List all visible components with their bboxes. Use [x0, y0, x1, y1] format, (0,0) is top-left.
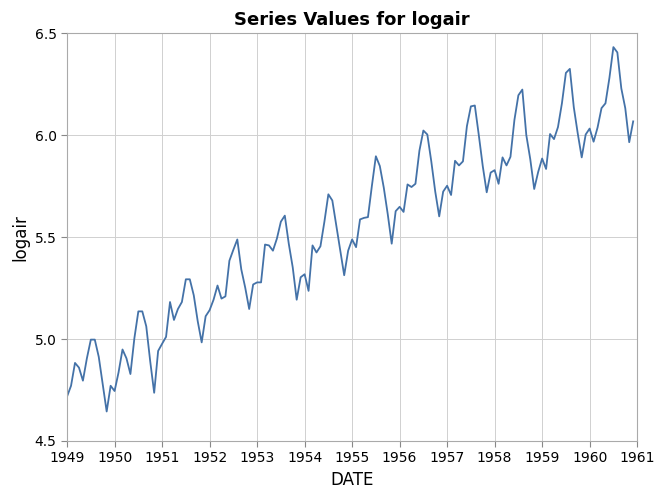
Y-axis label: logair: logair — [11, 214, 29, 260]
Title: Series Values for logair: Series Values for logair — [234, 11, 470, 29]
X-axis label: DATE: DATE — [330, 471, 374, 489]
